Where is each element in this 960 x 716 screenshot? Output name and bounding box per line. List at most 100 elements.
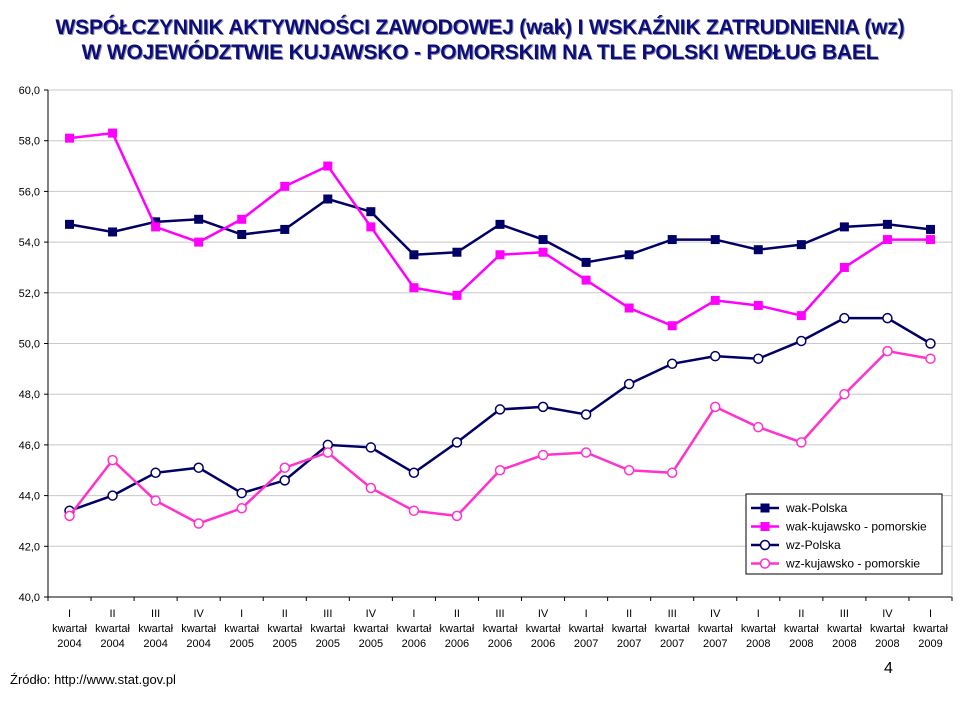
data-point <box>108 227 118 237</box>
x-tick-label-line: IV <box>538 608 549 620</box>
x-tick-label-line: 2005 <box>359 638 383 650</box>
data-point <box>667 321 677 331</box>
x-tick-label: II kwartał 2005 <box>267 608 302 650</box>
x-tick-label-line: kwartał <box>138 623 173 635</box>
x-tick-label-line: I <box>68 608 71 620</box>
data-point <box>666 358 678 370</box>
data-point <box>194 214 204 224</box>
data-point <box>624 250 634 260</box>
data-point <box>193 462 204 473</box>
y-tick-label: 50,0 <box>19 339 40 351</box>
x-tick-label-line: I <box>757 608 760 620</box>
legend-swatch-marker <box>759 558 771 569</box>
data-point <box>537 401 549 413</box>
legend-item: wz-Polska <box>751 538 841 552</box>
x-tick-label: III kwartał 2004 <box>138 608 173 650</box>
data-point <box>409 250 419 260</box>
x-tick-label-line: II <box>798 608 804 620</box>
x-tick-label-line: III <box>495 608 504 620</box>
chart-title-line-1: WSPÓŁCZYNNIK AKTYWNOŚCI ZAWODOWEJ (wak) … <box>55 16 905 39</box>
x-tick-label-line: 2007 <box>703 638 727 650</box>
data-point <box>280 181 290 191</box>
data-point <box>194 237 204 247</box>
x-tick-label-line: kwartał <box>870 623 905 635</box>
data-point <box>236 503 247 514</box>
data-point <box>279 475 291 486</box>
data-point <box>796 335 807 347</box>
y-tick-label: 46,0 <box>19 440 40 452</box>
x-tick-label-line: 2005 <box>316 638 340 650</box>
x-tick-label-line: I <box>240 608 243 620</box>
y-tick-label: 60,0 <box>19 85 40 97</box>
x-tick-label: IV kwartał 2006 <box>526 608 561 650</box>
data-point <box>365 482 377 494</box>
data-point <box>623 378 635 390</box>
data-point <box>65 133 75 143</box>
data-point <box>839 312 850 324</box>
x-tick-label-line: 2005 <box>229 638 253 650</box>
data-point <box>409 283 419 293</box>
x-tick-label: IV kwartał 2005 <box>353 608 388 650</box>
x-tick-label-line: 2004 <box>100 638 124 650</box>
x-tick-label-line: I <box>585 608 588 620</box>
data-point <box>107 490 118 501</box>
source-note: Źródło: http://www.stat.gov.pl <box>10 672 176 687</box>
data-point <box>581 275 591 285</box>
data-point <box>495 250 505 260</box>
grid-lines <box>48 89 952 547</box>
series-4 <box>64 345 936 529</box>
data-series <box>64 128 936 529</box>
x-tick-label-line: kwartał <box>95 623 130 635</box>
legend-item: wak-kujawsko - pomorskie <box>751 520 927 534</box>
data-point <box>925 338 936 349</box>
legend-label: wz-kujawsko - pomorskie <box>785 557 920 571</box>
data-point <box>408 467 420 479</box>
data-point <box>408 505 420 517</box>
x-tick-label-line: kwartał <box>784 623 819 635</box>
x-tick-label-line: IV <box>882 608 893 620</box>
y-axis-tick-labels: 40,0 42,0 44,0 46,0 48,0 50,0 52,0 54,0 56,0 58,0… <box>19 85 40 604</box>
data-point <box>796 437 807 448</box>
x-tick-label: III kwartał 2005 <box>310 608 345 650</box>
x-tick-label-line: 2006 <box>488 638 512 650</box>
data-point <box>580 409 592 420</box>
data-point <box>494 404 506 415</box>
x-tick-label-line: kwartał <box>353 623 388 635</box>
data-point <box>624 303 634 313</box>
legend: wak-Polska wak-kujawsko - pomorskie wz-Pol… <box>745 493 943 575</box>
x-tick-label-line: 2008 <box>832 638 856 650</box>
data-point <box>452 290 462 300</box>
x-tick-label-line: kwartał <box>181 623 216 635</box>
x-tick-label: II kwartał 2007 <box>612 608 647 650</box>
data-point <box>882 345 893 357</box>
x-tick-label-line: kwartał <box>52 623 87 635</box>
x-tick-label: II kwartał 2006 <box>440 608 475 650</box>
x-tick-label-line: kwartał <box>827 623 862 635</box>
data-point <box>150 495 161 506</box>
data-point <box>710 235 720 245</box>
y-tick-label: 54,0 <box>19 237 40 249</box>
data-point <box>839 222 849 232</box>
data-point <box>882 312 893 324</box>
data-point <box>925 235 935 245</box>
x-tick-label-line: II <box>626 608 632 620</box>
series-line <box>69 131 931 328</box>
legend-label: wak-Polska <box>785 501 848 515</box>
x-tick-label-line: II <box>282 608 288 620</box>
legend-label: wak-kujawsko - pomorskie <box>785 520 927 534</box>
data-point <box>839 262 849 272</box>
data-point <box>64 510 75 522</box>
x-tick-label: IV kwartał 2008 <box>870 608 905 650</box>
legend-swatch-marker <box>759 539 771 551</box>
x-tick-label-line: 2005 <box>273 638 297 650</box>
x-tick-label: II kwartał 2004 <box>95 608 130 650</box>
x-tick-label-line: kwartał <box>267 623 302 635</box>
x-tick-label-line: III <box>840 608 849 620</box>
y-tick-label: 58,0 <box>19 136 40 148</box>
